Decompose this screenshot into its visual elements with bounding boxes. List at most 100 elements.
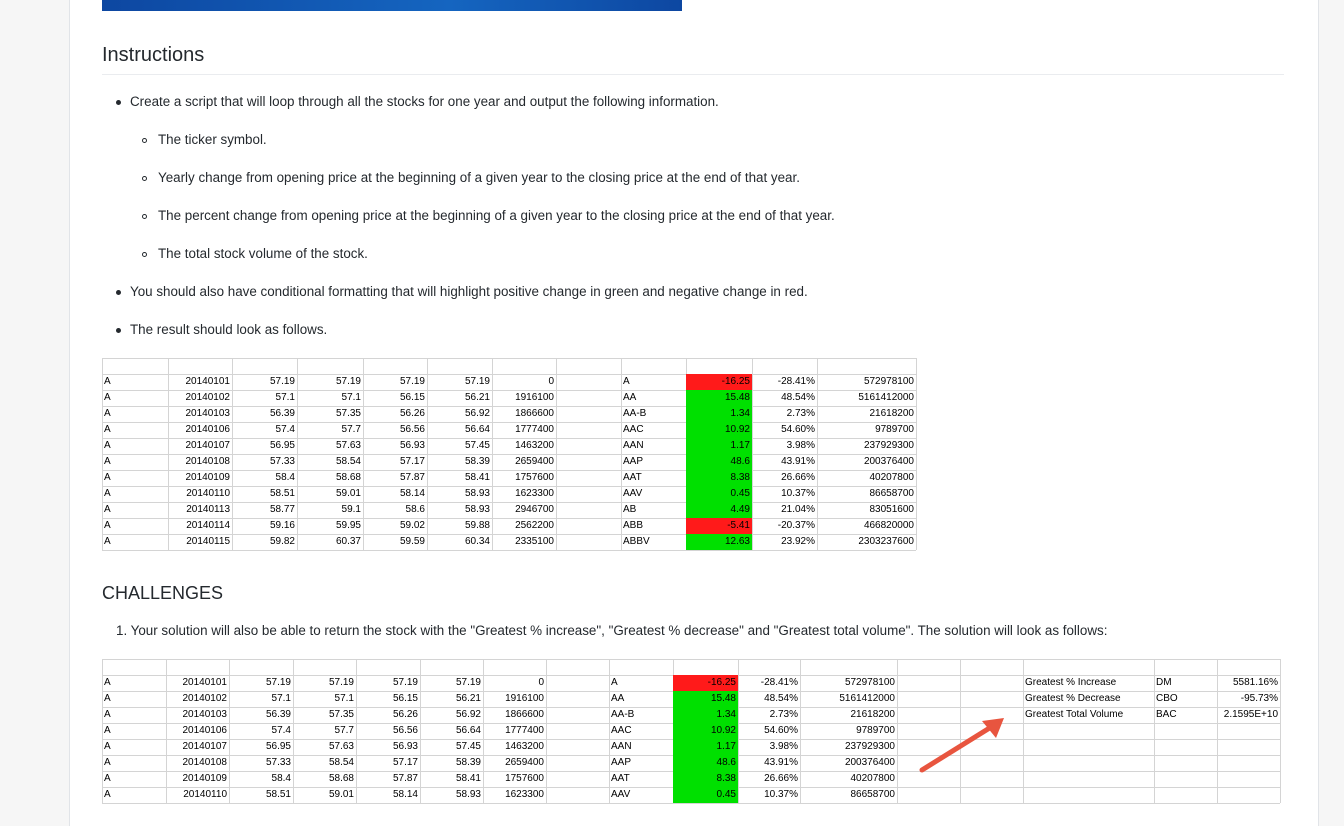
grid-line <box>102 659 1280 660</box>
ticker-cell: A <box>623 376 630 387</box>
grid-line <box>102 470 916 471</box>
vol-cell: 1777400 <box>515 424 554 435</box>
grid-line <box>102 486 916 487</box>
vol-cell: 1777400 <box>505 725 544 736</box>
vol-cell: 1623300 <box>515 488 554 499</box>
bullet-conditional-formatting: You should also have conditional formatt… <box>130 284 808 299</box>
sheet-row: A 20140102 57.1 57.1 56.15 56.21 1916100 AA 15.4… <box>102 390 916 406</box>
open-cell: 56.95 <box>265 741 291 752</box>
date-cell: 20140107 <box>182 741 228 752</box>
arrow-icon <box>919 718 1004 773</box>
grid-line <box>102 374 916 375</box>
ticker-cell: AA <box>611 693 625 704</box>
date-cell: 20140115 <box>186 536 230 547</box>
bullet-dot <box>116 328 121 333</box>
yearly-change-cell: 1.34 <box>673 707 738 723</box>
yearly-change-cell: 1.17 <box>686 438 752 454</box>
sheet-row: A 20140106 57.4 57.7 56.56 56.64 1777400 AAC 10.… <box>102 422 916 438</box>
date-cell: 20140103 <box>182 709 228 720</box>
total-volume-cell: 9789700 <box>875 424 914 435</box>
sheet-row: A 20140108 57.33 58.54 57.17 58.39 2659400 AAP 4… <box>102 755 1280 771</box>
sheet-row: A 20140110 58.51 59.01 58.14 58.93 1623300 AAV 0… <box>102 787 1280 803</box>
close-cell: 58.39 <box>464 456 490 467</box>
grid-line <box>102 518 916 519</box>
column-header <box>168 358 232 374</box>
greatest-ticker-cell: BAC <box>1156 709 1177 720</box>
date-cell: 20140109 <box>185 472 231 483</box>
grid-line <box>897 659 898 803</box>
ticker-cell: A <box>104 488 111 499</box>
open-cell: 57.1 <box>275 392 295 403</box>
grid-line <box>102 454 916 455</box>
readme-content: Instructions Create a script that will l… <box>69 0 1319 826</box>
close-cell: 57.19 <box>464 376 490 387</box>
column-header <box>427 358 492 374</box>
percent-change-cell: 26.66% <box>764 773 798 784</box>
ticker-cell: AAV <box>611 789 631 800</box>
open-cell: 59.82 <box>269 536 295 547</box>
date-cell: 20140107 <box>185 440 231 451</box>
total-volume-cell: 572978100 <box>844 677 895 688</box>
ticker-cell: A <box>104 504 111 515</box>
total-volume-cell: 5161412000 <box>839 693 895 704</box>
grid-line <box>420 659 421 803</box>
total-volume-cell: 466820000 <box>863 520 914 531</box>
grid-line <box>102 358 916 359</box>
yearly-change-cell: 48.6 <box>686 454 752 470</box>
grid-line <box>102 422 916 423</box>
low-cell: 56.26 <box>399 408 425 419</box>
ticker-cell: AAP <box>623 456 644 467</box>
ticker-cell: A <box>104 440 111 451</box>
open-cell: 56.39 <box>265 709 291 720</box>
yearly-change-cell: 10.92 <box>686 422 752 438</box>
challenge-item-1: 1. Your solution will also be able to re… <box>116 623 1108 638</box>
sheet-row: A 20140102 57.1 57.1 56.15 56.21 1916100 AA 15.4… <box>102 691 1280 707</box>
close-cell: 58.93 <box>455 789 481 800</box>
vol-cell: 2659400 <box>515 456 554 467</box>
sheet-row: A 20140107 56.95 57.63 56.93 57.45 1463200 AAN 1… <box>102 739 1280 755</box>
column-header <box>102 358 168 374</box>
percent-change-cell: 54.60% <box>781 424 815 435</box>
sub-bullet-percent-change: The percent change from opening price at… <box>158 208 835 223</box>
ticker-cell: A <box>104 424 111 435</box>
greatest-value-cell: 5581.16% <box>1232 677 1278 688</box>
date-cell: 20140106 <box>185 424 231 435</box>
percent-change-cell: 3.98% <box>769 741 798 752</box>
total-volume-cell: 2303237600 <box>858 536 914 547</box>
total-volume-cell: 237929300 <box>863 440 914 451</box>
yearly-change-cell: 15.48 <box>686 390 752 406</box>
open-cell: 57.4 <box>275 424 295 435</box>
yearly-change-cell: 0.45 <box>673 787 738 803</box>
grid-line <box>960 659 961 803</box>
sheet-row: A 20140110 58.51 59.01 58.14 58.93 1623300 AAV 0… <box>102 486 916 502</box>
column-header <box>293 659 356 675</box>
close-cell: 57.45 <box>464 440 490 451</box>
total-volume-cell: 21618200 <box>850 709 896 720</box>
vol-cell: 2659400 <box>505 757 544 768</box>
yearly-change-cell: 1.17 <box>673 739 738 755</box>
ticker-cell: AAN <box>623 440 644 451</box>
percent-change-cell: 26.66% <box>781 472 815 483</box>
sub-bullet-ticker: The ticker symbol. <box>158 132 267 147</box>
open-cell: 59.16 <box>269 520 295 531</box>
percent-change-cell: 48.54% <box>781 392 815 403</box>
percent-change-cell: 54.60% <box>764 725 798 736</box>
date-cell: 20140101 <box>182 677 228 688</box>
date-cell: 20140106 <box>182 725 228 736</box>
percent-change-cell: 10.37% <box>764 789 798 800</box>
total-volume-cell: 40207800 <box>850 773 896 784</box>
column-header <box>686 358 752 374</box>
date-cell: 20140101 <box>185 376 231 387</box>
sheet-row: A 20140113 58.77 59.1 58.6 58.93 2946700 AB 4.49… <box>102 502 916 518</box>
low-cell: 56.93 <box>399 440 425 451</box>
date-cell: 20140102 <box>182 693 228 704</box>
ticker-cell: A <box>104 757 111 768</box>
percent-change-cell: 2.73% <box>786 408 815 419</box>
total-volume-cell: 200376400 <box>844 757 895 768</box>
sub-bullet-total-volume: The total stock volume of the stock. <box>158 246 368 261</box>
low-cell: 57.87 <box>399 472 425 483</box>
grid-line <box>229 659 230 803</box>
high-cell: 57.7 <box>334 725 354 736</box>
low-cell: 56.15 <box>399 392 425 403</box>
low-cell: 56.93 <box>392 741 418 752</box>
